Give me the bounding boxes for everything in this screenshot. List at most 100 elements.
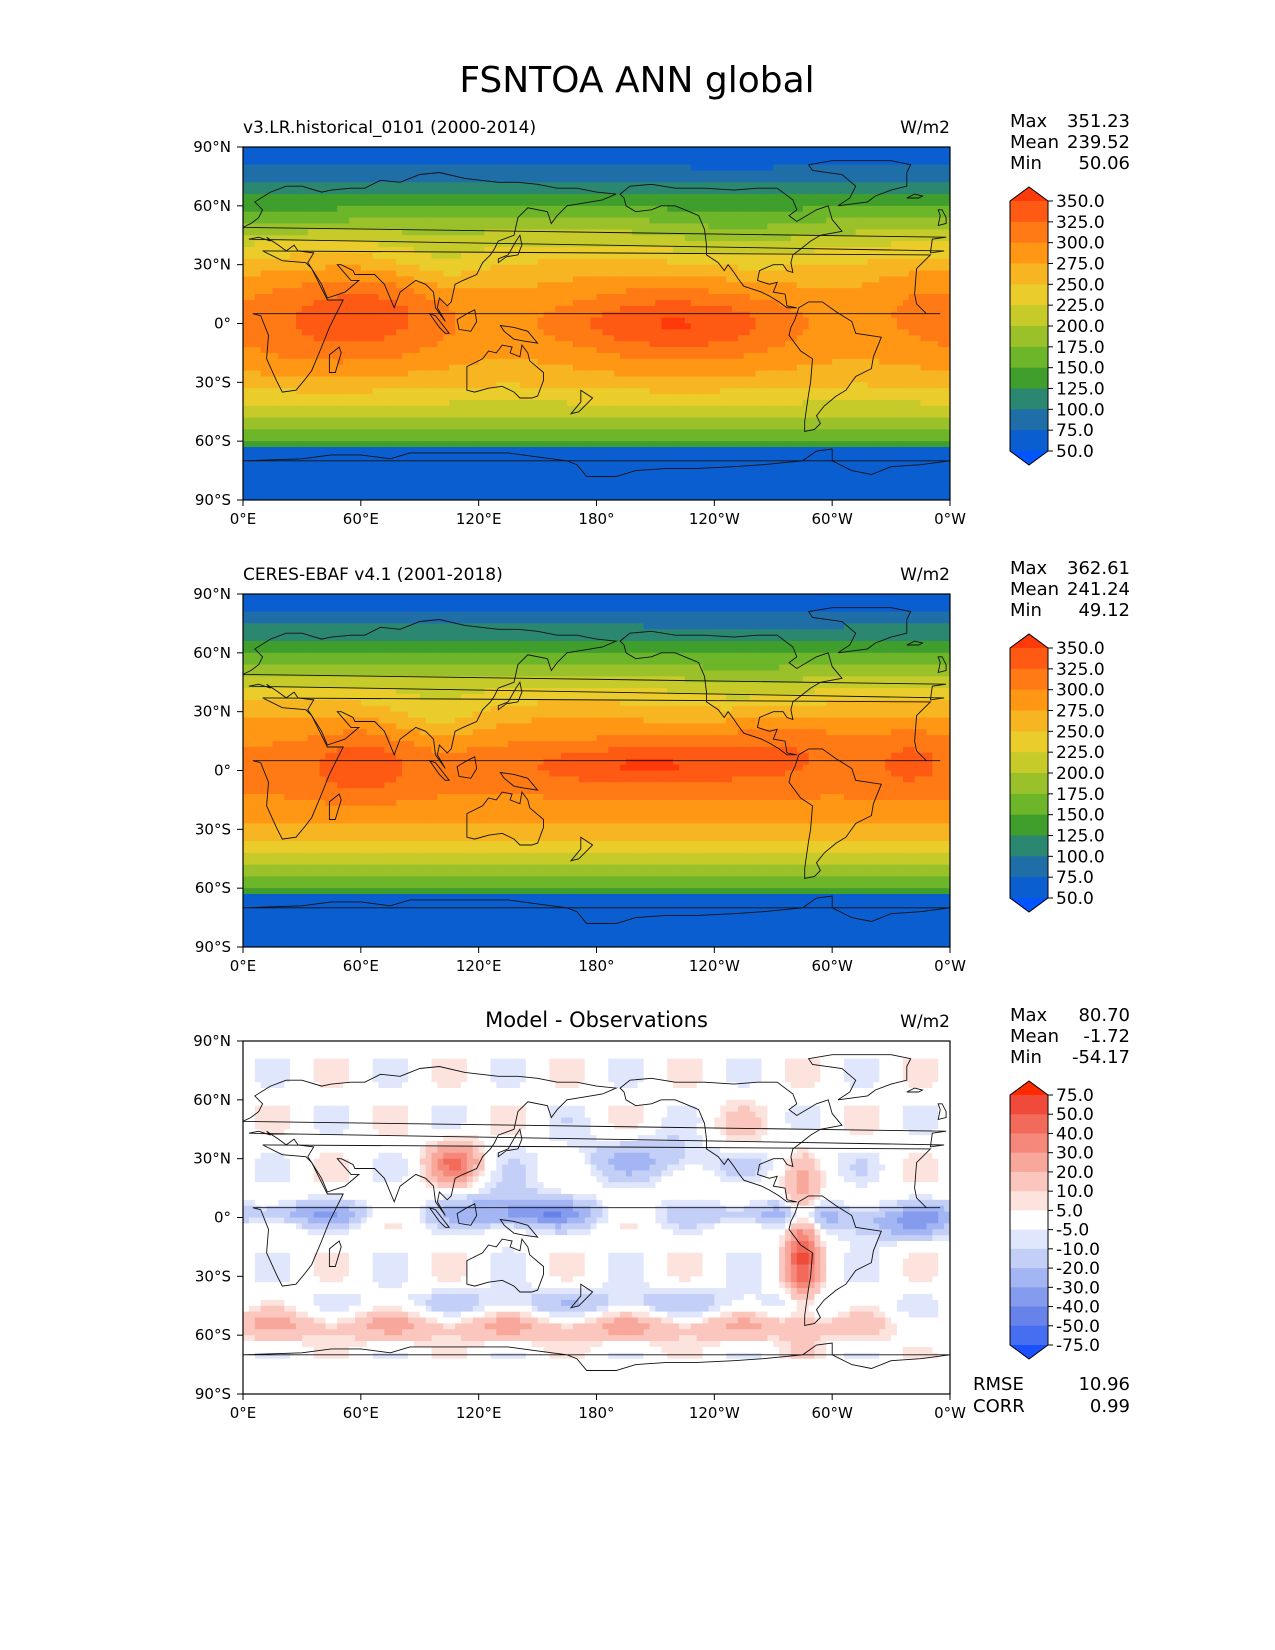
field-cell [855, 217, 863, 225]
field-cell [549, 205, 556, 213]
field-cell [584, 299, 592, 307]
field-cell [384, 382, 391, 389]
field-cell [549, 329, 556, 336]
field-cell [243, 182, 250, 189]
field-cell [337, 182, 344, 189]
field-cell [372, 311, 380, 319]
field-cell [319, 358, 327, 366]
field-cell [284, 252, 291, 260]
field-cell [248, 329, 256, 336]
field-cell [637, 358, 645, 366]
field-cell [655, 188, 662, 195]
field-cell [466, 170, 474, 178]
field-cell [478, 270, 486, 278]
field-cell [284, 164, 291, 172]
field-cell [437, 264, 444, 272]
field-cell [873, 211, 880, 219]
field-cell [726, 199, 733, 207]
field-cell [879, 211, 886, 219]
field-cell [584, 182, 592, 189]
field-cell [896, 164, 904, 172]
field-cell [549, 299, 556, 307]
field-cell [732, 217, 739, 225]
field-cell [531, 235, 539, 242]
field-cell [331, 164, 338, 172]
field-cell [620, 317, 627, 325]
field-cell [684, 176, 692, 183]
field-cell [284, 352, 291, 360]
field-cell [885, 323, 892, 330]
field-cell [396, 358, 403, 366]
field-cell [696, 235, 704, 242]
field-cell [767, 205, 774, 213]
field-cell [478, 370, 486, 378]
field-cell [366, 188, 374, 195]
field-cell [702, 370, 710, 378]
field-cell [413, 229, 421, 236]
field-cell [802, 358, 810, 366]
field-cell [278, 223, 285, 230]
field-cell [926, 288, 933, 295]
field-cell [396, 352, 403, 360]
field-cell [301, 194, 309, 201]
field-cell [307, 152, 315, 160]
field-cell [578, 329, 586, 336]
field-cell [737, 241, 745, 248]
field-cell [260, 164, 268, 172]
field-cell [260, 199, 268, 207]
field-cell [519, 170, 527, 178]
field-cell [749, 264, 757, 272]
field-cell [561, 335, 568, 342]
field-cell [867, 217, 875, 225]
field-cell [396, 152, 403, 160]
field-cell [808, 241, 816, 248]
field-cell [578, 170, 586, 178]
field-cell [820, 276, 827, 283]
field-cell [743, 341, 751, 348]
field-cell [779, 317, 786, 325]
field-cell [567, 299, 574, 307]
field-cell [284, 229, 291, 236]
field-cell [514, 152, 521, 160]
field-cell [620, 352, 627, 360]
field-cell [537, 341, 545, 348]
field-cell [902, 311, 910, 319]
field-cell [555, 329, 562, 336]
field-cell [496, 341, 503, 348]
field-cell [773, 341, 780, 348]
field-cell [284, 299, 291, 307]
field-cell [908, 241, 916, 248]
field-cell [243, 164, 250, 172]
field-cell [761, 152, 768, 160]
field-cell [596, 205, 603, 213]
field-cell [266, 241, 274, 248]
field-cell [867, 364, 875, 372]
field-cell [631, 352, 639, 360]
field-cell [543, 170, 550, 178]
field-cell [384, 335, 391, 342]
field-cell [914, 288, 922, 295]
field-cell [714, 335, 721, 342]
field-cell [879, 323, 886, 330]
field-cell [254, 182, 262, 189]
field-cell [319, 376, 327, 383]
field-cell [537, 194, 545, 201]
field-cell [785, 223, 792, 230]
field-cell [325, 329, 332, 336]
field-cell [478, 294, 486, 301]
field-cell [490, 170, 497, 178]
field-cell [484, 252, 492, 260]
field-cell [354, 188, 362, 195]
field-cell [896, 199, 904, 207]
field-cell [443, 311, 450, 319]
field-cell [407, 217, 415, 225]
field-cell [466, 235, 474, 242]
field-cell [737, 170, 745, 178]
field-cell [455, 264, 462, 272]
field-cell [502, 347, 509, 354]
field-cell [543, 229, 550, 236]
field-cell [596, 299, 603, 307]
field-cell [932, 382, 939, 389]
field-cell [354, 205, 362, 213]
field-cell [749, 382, 757, 389]
